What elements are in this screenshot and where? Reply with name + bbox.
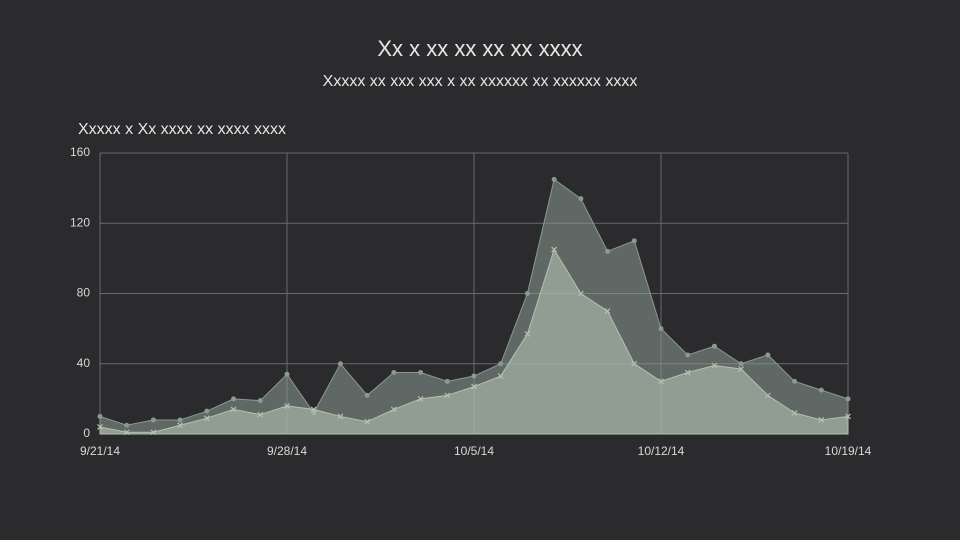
plot: 0 40 80 120 160 9/21/14 9/28/14 10/5/14 10/12/14…: [70, 145, 872, 458]
y-tick-label: 160: [70, 145, 90, 159]
x-tick-label: 9/21/14: [80, 444, 120, 458]
point: [150, 429, 157, 436]
point: [257, 411, 264, 418]
point: [444, 392, 451, 399]
point: [391, 370, 397, 376]
point: [230, 406, 237, 413]
point: [471, 373, 477, 379]
point: [203, 415, 210, 422]
point: [791, 410, 798, 416]
point: [418, 370, 424, 376]
point: [711, 362, 718, 369]
y-tick-label: 80: [77, 286, 91, 300]
slide-subtitle: Xxxxx xx xxx xxx x xx xxxxxx xx xxxxxx x…: [323, 73, 638, 90]
point: [257, 398, 263, 404]
point: [177, 422, 184, 429]
y-tick-label: 40: [77, 356, 91, 370]
point: [524, 330, 531, 337]
point: [497, 373, 504, 379]
point: [818, 417, 825, 423]
point: [337, 413, 344, 420]
point: [123, 429, 130, 436]
point: [845, 413, 851, 420]
chart-title: Xxxxx x Xx xxxx xx xxxx xxxx: [78, 121, 286, 138]
point: [765, 352, 771, 358]
point: [364, 392, 370, 398]
point: [97, 413, 103, 419]
point: [284, 371, 290, 377]
point: [551, 246, 558, 253]
point: [577, 290, 584, 297]
y-tick-label: 120: [70, 215, 90, 229]
point: [658, 378, 664, 385]
point: [631, 360, 638, 367]
point: [711, 343, 717, 349]
point: [337, 361, 343, 367]
x-tick-label: 9/28/14: [267, 444, 307, 458]
x-tick-label: 10/5/14: [454, 444, 494, 458]
point: [284, 402, 290, 409]
slide-title: Xx x xx xx xx xx xxxx: [377, 36, 582, 61]
point: [845, 396, 851, 402]
point: [764, 392, 771, 399]
point: [684, 369, 691, 376]
point: [204, 408, 210, 414]
area: [99, 248, 849, 435]
point: [471, 383, 477, 390]
point: [498, 361, 504, 367]
point: [685, 352, 691, 358]
point: [444, 378, 450, 384]
area: [99, 178, 849, 435]
point: [390, 406, 397, 413]
point: [604, 308, 611, 314]
point: [658, 326, 664, 332]
x-tick-label: 10/12/14: [638, 444, 685, 458]
point: [792, 378, 798, 384]
point: [124, 422, 130, 428]
y-tick-label: 0: [83, 426, 90, 440]
point: [231, 396, 237, 402]
point: [738, 366, 745, 372]
point: [524, 291, 530, 296]
point: [310, 406, 317, 413]
point: [177, 417, 183, 423]
point: [605, 248, 611, 254]
point: [818, 387, 824, 393]
point: [150, 417, 156, 423]
point: [551, 176, 557, 182]
x-tick-label: 10/19/14: [825, 444, 872, 458]
point: [631, 238, 637, 244]
point: [578, 196, 584, 202]
point: [97, 424, 103, 430]
point: [364, 418, 371, 425]
point: [417, 395, 424, 402]
point: [738, 361, 744, 367]
